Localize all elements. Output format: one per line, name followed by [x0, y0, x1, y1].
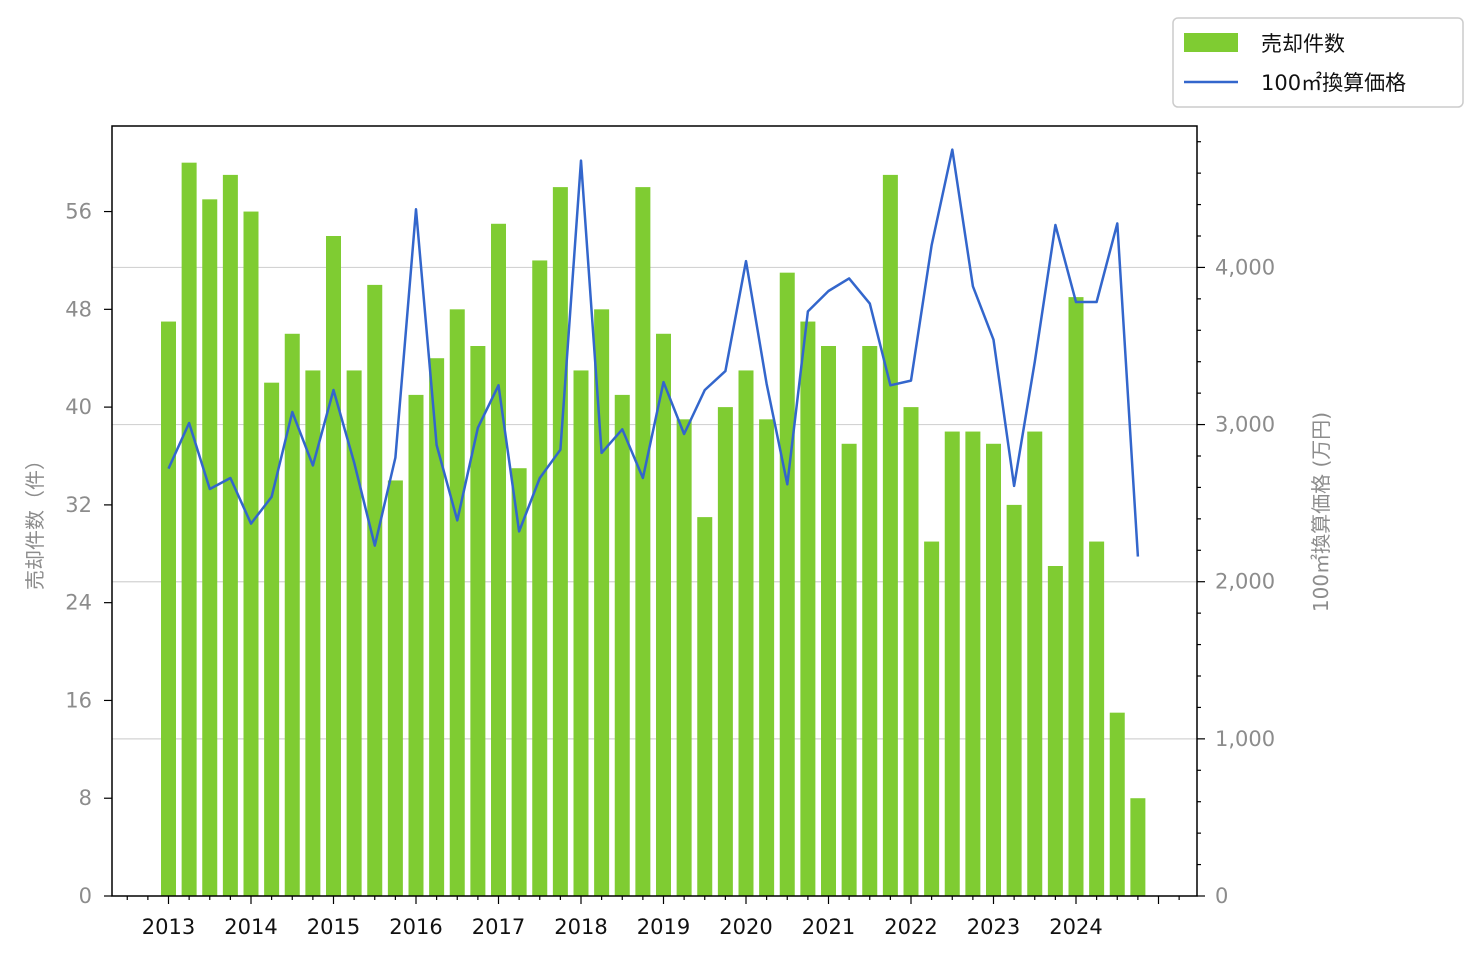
bar [1109, 712, 1125, 896]
x-tick-label: 2023 [967, 915, 1020, 939]
bar [511, 468, 527, 896]
price-line-series [167, 148, 1140, 557]
legend: 売却件数 100㎡換算価格 [1172, 17, 1464, 108]
bar [1130, 798, 1146, 896]
legend-box [1172, 17, 1464, 108]
plot-frame [111, 125, 1198, 897]
x-tick-label: 2020 [719, 915, 772, 939]
bar [924, 541, 940, 896]
bar [202, 199, 218, 897]
bar [532, 260, 548, 896]
x-tick-label: 2013 [142, 915, 195, 939]
bar [862, 346, 878, 896]
bar [429, 358, 445, 896]
bar [1089, 541, 1105, 896]
x-axis: 2013 2014 2015 2016 2017 2018 2019 2020 2021 2022… [126, 896, 1180, 939]
x-tick-label: 2022 [884, 915, 937, 939]
bar [717, 407, 733, 896]
bar [326, 236, 341, 896]
bar [738, 370, 754, 896]
bar [1027, 431, 1043, 896]
bar [1047, 566, 1063, 896]
legend-line-label: 100㎡換算価格 [1261, 71, 1406, 95]
right-axis-title: 100㎡換算価格 (万円) [1309, 412, 1333, 612]
x-tick-label: 2015 [307, 915, 360, 939]
x-tick-label: 2014 [224, 915, 277, 939]
bar [614, 394, 630, 896]
bar [986, 443, 1001, 896]
bar [882, 174, 898, 896]
bar [965, 431, 981, 896]
bar [1068, 297, 1084, 897]
y-left-tick-label: 8 [79, 786, 92, 810]
bar [161, 321, 176, 896]
right-y-axis: 0 1,000 2,000 3,000 4,000 [1197, 141, 1275, 908]
y-left-tick-label: 48 [65, 297, 92, 321]
y-left-tick-label: 40 [65, 395, 92, 419]
x-tick-label: 2017 [472, 915, 525, 939]
legend-bar-label: 売却件数 [1261, 32, 1345, 56]
x-tick-label: 2019 [637, 915, 690, 939]
y-left-tick-label: 0 [79, 884, 92, 908]
bar [759, 419, 775, 896]
y-left-tick-label: 56 [65, 200, 92, 224]
bar [243, 211, 259, 897]
bar [697, 517, 713, 896]
bar [944, 431, 960, 896]
bar [367, 284, 383, 896]
x-tick-label: 2018 [554, 915, 607, 939]
y-right-tick-label: 3,000 [1215, 413, 1275, 437]
y-left-tick-label: 16 [65, 688, 92, 712]
y-left-tick-label: 32 [65, 493, 92, 517]
bar [284, 333, 300, 896]
bar [491, 223, 506, 896]
y-right-tick-label: 0 [1215, 884, 1228, 908]
bar [821, 346, 836, 896]
bar [552, 187, 568, 897]
bar-series [161, 162, 1146, 897]
bar [635, 187, 651, 897]
bar [387, 480, 403, 896]
bar [264, 382, 280, 897]
bar [903, 407, 919, 896]
bar [800, 321, 816, 896]
bar [408, 394, 424, 896]
bar [594, 309, 610, 896]
bar [305, 370, 321, 896]
y-right-tick-label: 1,000 [1215, 727, 1275, 751]
left-y-axis: 0 8 16 24 32 40 48 56 [65, 200, 112, 908]
y-left-tick-label: 24 [65, 591, 92, 615]
bar [779, 272, 795, 897]
x-tick-label: 2021 [802, 915, 855, 939]
y-right-tick-label: 2,000 [1215, 570, 1275, 594]
left-axis-title: 売却件数（件） [23, 450, 47, 590]
bar [222, 174, 238, 896]
bar [676, 419, 692, 896]
bar [1006, 504, 1022, 896]
bar [346, 370, 362, 896]
bar [573, 370, 589, 896]
bar [181, 162, 197, 896]
x-tick-label: 2024 [1049, 915, 1102, 939]
bar [449, 309, 465, 896]
bar [470, 346, 486, 896]
y-right-tick-label: 4,000 [1215, 255, 1275, 279]
legend-bar-swatch [1184, 33, 1238, 52]
x-tick-label: 2016 [389, 915, 442, 939]
bar [841, 443, 857, 896]
bar [656, 333, 671, 896]
